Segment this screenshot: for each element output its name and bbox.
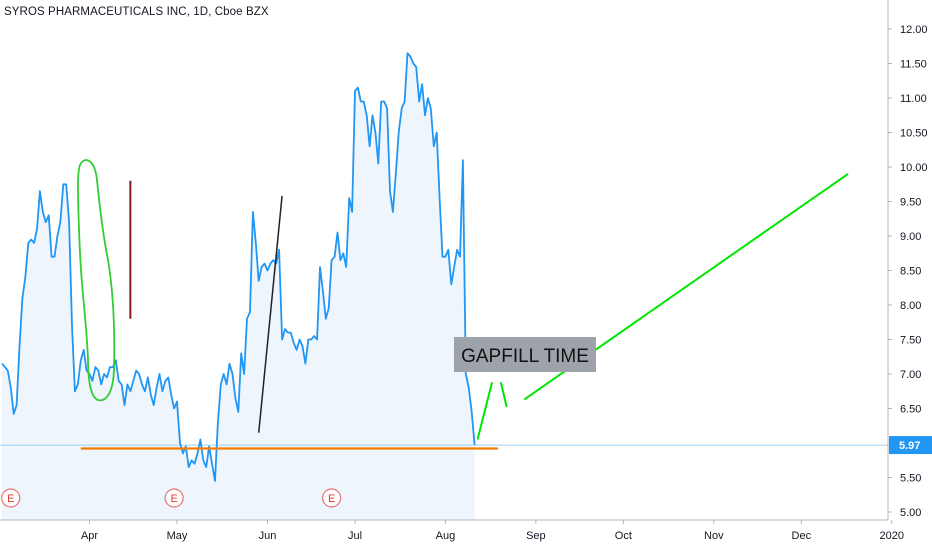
price-tick-label-3: 10.50 xyxy=(900,128,928,140)
text-box-background xyxy=(454,337,596,372)
price-tick-label-8: 8.00 xyxy=(900,300,921,312)
symbol-title: SYROS PHARMACEUTICALS INC, 1D, Cboe BZX xyxy=(4,6,269,18)
green-projection-line-4 xyxy=(499,382,508,408)
time-tick-label-9: 2020 xyxy=(880,530,904,542)
price-line xyxy=(1,52,476,482)
price-tick-label-2: 11.00 xyxy=(900,93,927,105)
green-ellipse-drawing xyxy=(77,159,116,402)
price-area-fill xyxy=(2,53,475,520)
text-box-label: GAPFILL TIME xyxy=(461,346,589,367)
black-trend-line xyxy=(257,195,283,433)
price-tick-label-11: 6.50 xyxy=(900,404,921,416)
price-tick-label-0: 12.00 xyxy=(900,24,928,36)
price-tick-label-13: 5.50 xyxy=(900,473,921,485)
time-tick-label-2: Jun xyxy=(259,530,277,542)
price-tick-label-7: 8.50 xyxy=(900,266,921,278)
earnings-marker-label-1: E xyxy=(170,493,177,505)
time-tick-label-5: Sep xyxy=(526,530,546,542)
time-tick-label-6: Oct xyxy=(615,530,632,542)
earnings-marker-2 xyxy=(322,488,342,508)
price-tick-label-9: 7.50 xyxy=(900,335,921,347)
price-tick-label-1: 11.50 xyxy=(900,59,927,71)
last-price-label: 5.97 xyxy=(899,440,920,452)
earnings-marker-1 xyxy=(164,488,184,508)
earnings-marker-label-2: E xyxy=(328,493,335,505)
price-tick-label-10: 7.00 xyxy=(900,369,921,381)
time-tick-label-1: May xyxy=(167,530,188,542)
price-tick-label-6: 9.00 xyxy=(900,231,921,243)
green-projection-line-3 xyxy=(476,382,494,440)
time-tick-label-4: Aug xyxy=(436,530,456,542)
earnings-marker-label-0: E xyxy=(7,493,14,505)
time-tick-label-3: Jul xyxy=(348,530,362,542)
time-tick-label-7: Nov xyxy=(704,530,724,542)
earnings-marker-0 xyxy=(1,488,21,508)
time-tick-label-8: Dec xyxy=(792,530,812,542)
price-tick-label-4: 10.00 xyxy=(900,162,928,174)
last-price-badge xyxy=(889,436,932,455)
time-tick-label-0: Apr xyxy=(81,530,98,542)
price-tick-label-5: 9.50 xyxy=(900,197,921,209)
price-tick-label-14: 5.00 xyxy=(900,507,921,519)
